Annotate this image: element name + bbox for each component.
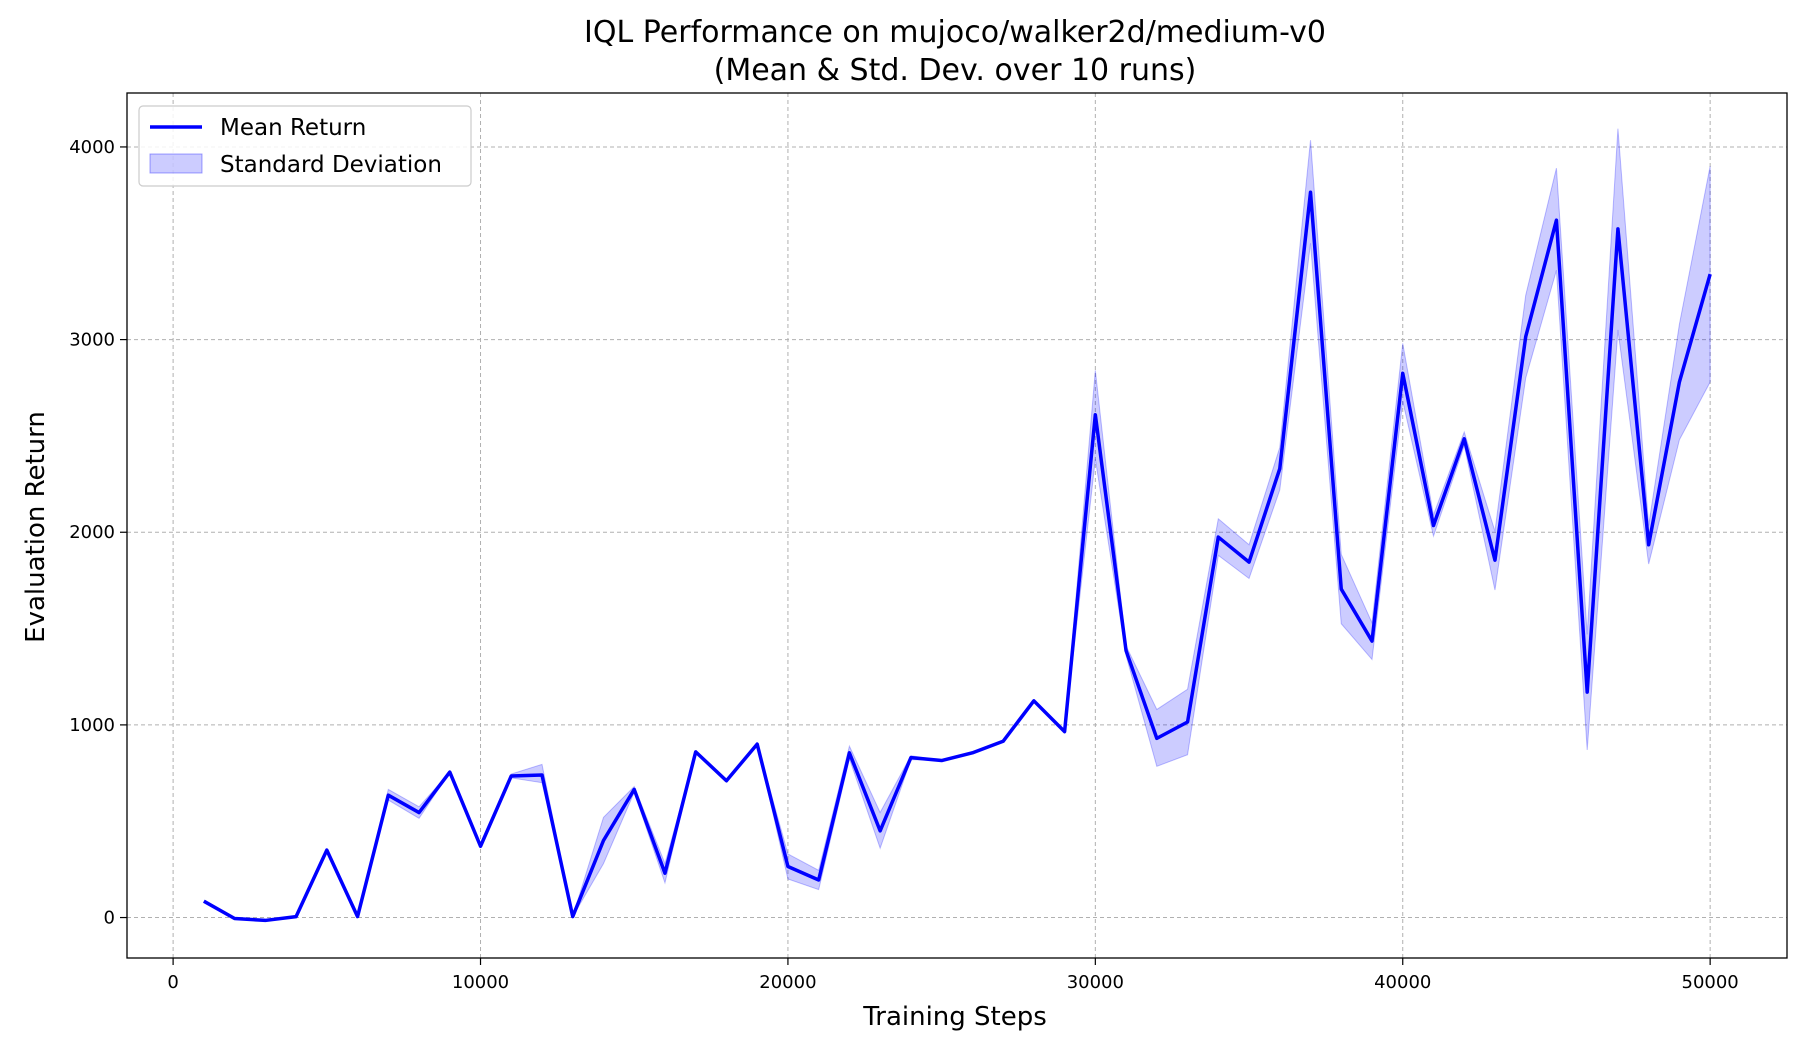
x-tick-label: 30000 <box>1067 972 1124 993</box>
y-tick-label: 3000 <box>69 330 115 351</box>
axis-ticks: 0 10000 20000 30000 40000 50000 0 1000 2000 3000 4… <box>69 137 1739 993</box>
x-tick-label: 0 <box>167 972 178 993</box>
mean-line-layer <box>202 190 1712 923</box>
legend: Mean Return Standard Deviation <box>138 105 472 187</box>
plot-frame <box>126 92 1788 959</box>
y-tick-label: 2000 <box>69 522 115 543</box>
x-tick-label: 20000 <box>759 972 816 993</box>
x-tick-label: 40000 <box>1374 972 1431 993</box>
y-axis-label: Evaluation Return <box>21 411 51 643</box>
x-axis-label: Training Steps <box>862 1002 1047 1032</box>
legend-box <box>138 105 472 187</box>
legend-label-standard-deviation: Standard Deviation <box>220 152 442 178</box>
mean-return-line <box>202 190 1712 923</box>
chart-title-line1: IQL Performance on mujoco/walker2d/mediu… <box>584 15 1326 50</box>
legend-band-swatch <box>149 153 203 174</box>
chart-title-line2: (Mean & Std. Dev. over 10 runs) <box>714 53 1197 88</box>
y-tick-label: 0 <box>104 908 115 929</box>
y-tick-label: 4000 <box>69 137 115 158</box>
x-tick-label: 10000 <box>452 972 509 993</box>
legend-label-mean-return: Mean Return <box>220 115 366 141</box>
x-tick-label: 50000 <box>1682 972 1739 993</box>
y-tick-label: 1000 <box>69 715 115 736</box>
